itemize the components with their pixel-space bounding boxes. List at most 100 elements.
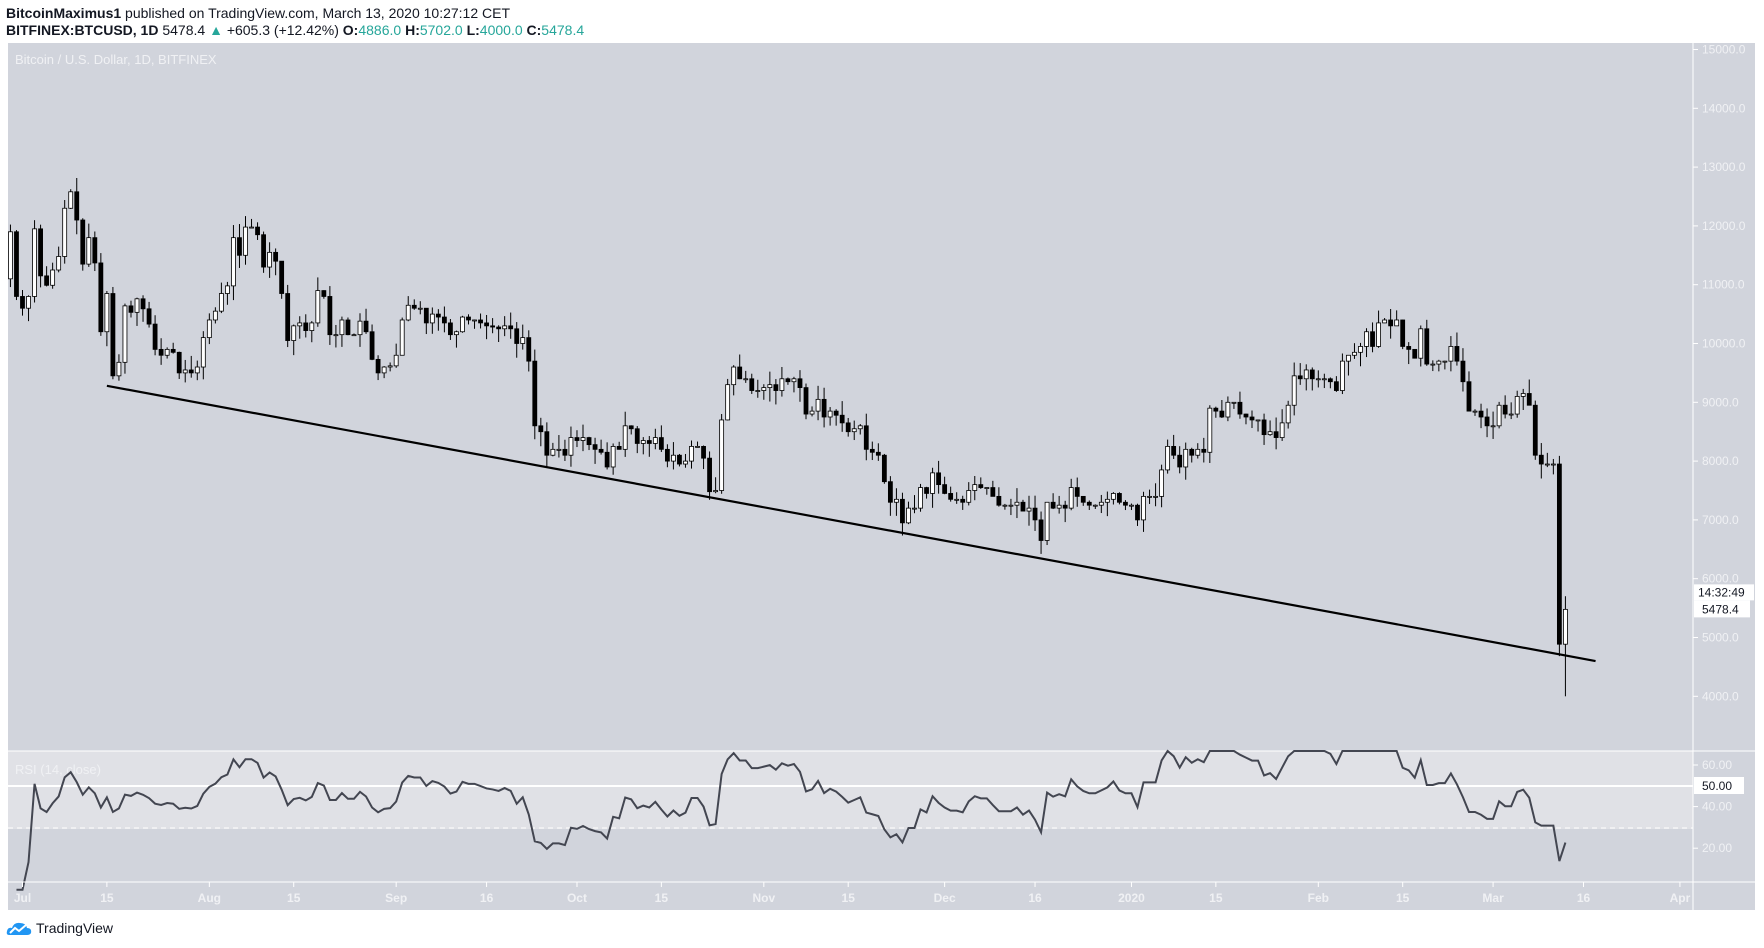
candle xyxy=(1195,443,1201,459)
candle xyxy=(327,286,333,345)
candle xyxy=(791,376,797,393)
candle-body xyxy=(924,487,929,494)
candle xyxy=(1460,348,1466,392)
candle-body xyxy=(104,293,110,333)
candle-body xyxy=(188,369,194,374)
candle-body xyxy=(1333,381,1339,391)
candle xyxy=(1394,310,1400,327)
low-value: 4000.0 xyxy=(479,22,523,38)
candle-body xyxy=(1255,419,1261,422)
candle-body xyxy=(56,256,62,271)
rsi-tick-label: 60.00 xyxy=(1702,758,1732,772)
candle-body xyxy=(243,226,248,256)
candle xyxy=(658,425,664,452)
candle xyxy=(610,443,616,475)
candle xyxy=(845,417,851,437)
candle-body xyxy=(1520,393,1526,397)
rsi-axis[interactable]: 20.00 40.00 60.00 xyxy=(1693,758,1732,855)
candle xyxy=(863,413,869,461)
rsi-line xyxy=(16,749,1567,891)
candle xyxy=(912,495,917,514)
candle xyxy=(134,297,140,326)
candle-body xyxy=(616,445,622,450)
candle xyxy=(851,420,857,441)
candle xyxy=(1026,495,1032,526)
author-name[interactable]: BitcoinMaximus1 xyxy=(6,5,122,21)
candle xyxy=(86,223,92,267)
candle-body xyxy=(863,425,869,450)
tradingview-logo[interactable]: TradingView xyxy=(6,920,113,936)
candle xyxy=(1189,447,1195,463)
candle xyxy=(152,315,158,356)
candle xyxy=(345,317,351,336)
candle xyxy=(496,325,502,343)
price-tick-label: 15000.0 xyxy=(1702,43,1746,57)
candle-body xyxy=(797,378,803,388)
candle xyxy=(887,476,893,516)
candle-body xyxy=(827,410,833,418)
candle-body xyxy=(1370,331,1375,347)
candle-body xyxy=(116,361,122,377)
candle-body xyxy=(773,384,779,391)
candle xyxy=(1370,322,1375,353)
candle-body xyxy=(1044,501,1050,541)
candle-body xyxy=(900,498,905,524)
candle-body xyxy=(1484,416,1490,427)
chart-svg[interactable]: Bitcoin / U.S. Dollar, 1D, BITFINEX RSI … xyxy=(0,0,1764,915)
candle xyxy=(490,318,496,334)
trendline[interactable] xyxy=(106,384,1596,663)
candle xyxy=(315,277,321,327)
candle-body xyxy=(1430,363,1436,366)
candle xyxy=(231,225,236,301)
candle xyxy=(1454,332,1460,366)
candle xyxy=(918,483,923,512)
time-axis[interactable]: Jul 15 Aug 15 Sep 16 Oct 15 Nov 15 Dec 16 2020 15 Feb 1… xyxy=(14,882,1691,905)
candle xyxy=(218,282,224,314)
candle xyxy=(1478,403,1484,429)
candle xyxy=(1321,373,1327,389)
candle xyxy=(773,379,779,405)
publish-line: BitcoinMaximus1 published on TradingView… xyxy=(6,5,510,21)
candle-body xyxy=(779,378,785,391)
candle-body xyxy=(1213,407,1219,412)
candle-body xyxy=(110,293,116,377)
candle xyxy=(532,349,538,440)
candle xyxy=(1117,492,1122,505)
candle-body xyxy=(267,251,273,268)
candle-body xyxy=(1243,413,1249,418)
candle-body xyxy=(1261,419,1267,436)
candle xyxy=(423,307,429,335)
candle xyxy=(399,317,405,356)
candle-body xyxy=(869,448,875,453)
candle xyxy=(586,436,592,451)
candle-body xyxy=(1002,504,1008,507)
candle-body xyxy=(333,334,339,337)
candle-body xyxy=(1550,463,1556,466)
candle xyxy=(749,373,755,394)
candle xyxy=(719,413,725,494)
candle xyxy=(225,281,230,305)
candle-body xyxy=(664,448,670,462)
symbol-line: BITFINEX:BTCUSD, 1D 5478.4 ▲ +605.3 (+12… xyxy=(6,22,584,38)
price-tick-label: 5000.0 xyxy=(1702,631,1739,645)
candle-body xyxy=(1514,396,1520,415)
candle-body xyxy=(1436,360,1442,365)
candle-body xyxy=(978,484,984,488)
candle-body xyxy=(1129,504,1134,507)
candle xyxy=(104,291,110,347)
candle-body xyxy=(912,507,917,510)
price-axis[interactable]: 4000.0 5000.0 6000.0 7000.0 8000.0 9000.0 1000… xyxy=(1693,43,1746,704)
candle xyxy=(683,453,688,468)
candle xyxy=(1358,342,1363,367)
candle-body xyxy=(1466,381,1472,412)
candle xyxy=(1309,367,1315,391)
candle-body xyxy=(1364,331,1369,347)
candle xyxy=(1074,477,1080,507)
candle xyxy=(1442,360,1448,370)
candle xyxy=(1532,400,1538,460)
candle-body xyxy=(20,296,25,309)
candle xyxy=(936,460,942,494)
candle-body xyxy=(1406,346,1412,350)
candle xyxy=(833,409,839,426)
candle xyxy=(646,436,652,457)
